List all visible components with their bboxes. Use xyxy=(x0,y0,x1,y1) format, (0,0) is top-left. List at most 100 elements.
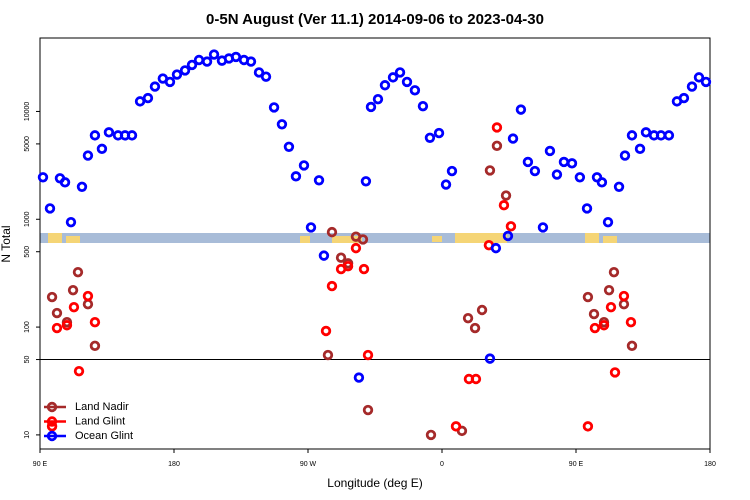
data-point xyxy=(245,56,257,67)
data-point xyxy=(82,290,94,302)
data-point xyxy=(613,181,625,193)
legend-label: Land Nadir xyxy=(75,401,129,413)
data-point xyxy=(551,169,563,180)
data-point xyxy=(505,221,517,232)
data-point xyxy=(76,181,88,193)
data-point xyxy=(484,165,496,176)
data-point xyxy=(484,353,496,364)
data-point xyxy=(290,171,302,182)
y-tick-label: 100 xyxy=(24,321,31,333)
data-point xyxy=(362,349,374,361)
data-point xyxy=(491,140,503,152)
data-point xyxy=(522,156,534,168)
data-point xyxy=(608,266,620,278)
data-point xyxy=(37,172,49,183)
data-point xyxy=(491,122,503,133)
data-point xyxy=(72,266,84,278)
data-point xyxy=(603,284,615,296)
data-point xyxy=(450,421,462,432)
data-point xyxy=(201,56,213,67)
data-point xyxy=(51,307,63,319)
data-point xyxy=(365,101,377,113)
data-point xyxy=(589,322,601,334)
y-tick-label: 10000 xyxy=(24,102,31,122)
y-axis-label: N Total xyxy=(0,225,13,262)
data-point xyxy=(544,145,556,157)
data-point xyxy=(686,81,698,92)
data-point xyxy=(326,226,338,238)
data-point xyxy=(358,263,370,275)
data-point xyxy=(65,216,77,228)
data-point xyxy=(387,72,399,83)
data-point xyxy=(164,76,176,88)
data-point xyxy=(73,365,85,377)
legend-marker xyxy=(46,416,58,427)
data-point xyxy=(372,93,384,105)
data-point xyxy=(502,230,514,242)
data-point xyxy=(283,141,295,153)
data-point xyxy=(609,367,621,378)
data-point xyxy=(342,261,354,272)
data-point xyxy=(59,177,71,188)
data-point xyxy=(394,67,406,78)
data-point xyxy=(313,175,325,186)
land-mask-band xyxy=(40,233,710,243)
data-point xyxy=(663,130,675,141)
data-point xyxy=(362,404,374,416)
x-tick-label: 90 E xyxy=(569,461,584,468)
y-tick-label: 1000 xyxy=(24,211,31,227)
data-point xyxy=(320,325,332,337)
data-point xyxy=(618,290,630,302)
data-point xyxy=(193,54,205,66)
y-tick-label: 500 xyxy=(24,246,31,258)
data-point xyxy=(276,119,288,130)
data-point xyxy=(142,92,154,104)
data-point xyxy=(700,76,712,88)
data-point xyxy=(134,96,146,107)
data-point xyxy=(186,59,198,71)
x-tick-label: 0 xyxy=(440,461,444,468)
data-point xyxy=(574,172,586,183)
data-point xyxy=(335,252,347,263)
data-point xyxy=(298,160,310,171)
data-point xyxy=(678,92,690,104)
data-point xyxy=(230,51,242,63)
data-point xyxy=(596,177,608,188)
data-point xyxy=(625,316,637,328)
data-point xyxy=(268,102,280,113)
data-point xyxy=(440,179,452,190)
data-point xyxy=(605,301,617,313)
data-point xyxy=(208,49,220,60)
data-point xyxy=(51,322,63,334)
data-point xyxy=(96,143,108,155)
data-point xyxy=(655,130,667,141)
data-point xyxy=(640,127,652,138)
data-point xyxy=(433,127,445,139)
data-point xyxy=(558,156,570,168)
data-point xyxy=(515,104,527,115)
legend-label: Land Glint xyxy=(75,415,125,427)
chart-title: 0-5N August (Ver 11.1) 2014-09-06 to 202… xyxy=(206,11,544,28)
data-point xyxy=(693,72,705,83)
x-tick-label: 90 W xyxy=(300,461,317,468)
data-point xyxy=(89,316,101,328)
x-axis-label: Longitude (deg E) xyxy=(327,476,422,490)
data-point xyxy=(46,291,58,303)
data-point xyxy=(357,234,369,245)
data-point xyxy=(417,100,429,112)
data-point xyxy=(618,299,630,310)
data-point xyxy=(171,69,183,80)
data-point xyxy=(537,222,549,233)
data-point xyxy=(82,150,94,161)
data-point xyxy=(149,81,161,92)
data-point xyxy=(634,143,646,155)
legend-label: Ocean Glint xyxy=(75,430,133,442)
data-point xyxy=(68,301,80,313)
data-point xyxy=(619,150,631,161)
data-point xyxy=(103,127,115,138)
data-point xyxy=(581,203,593,214)
data-point xyxy=(425,429,437,441)
data-point xyxy=(566,158,578,169)
data-point xyxy=(424,132,436,143)
